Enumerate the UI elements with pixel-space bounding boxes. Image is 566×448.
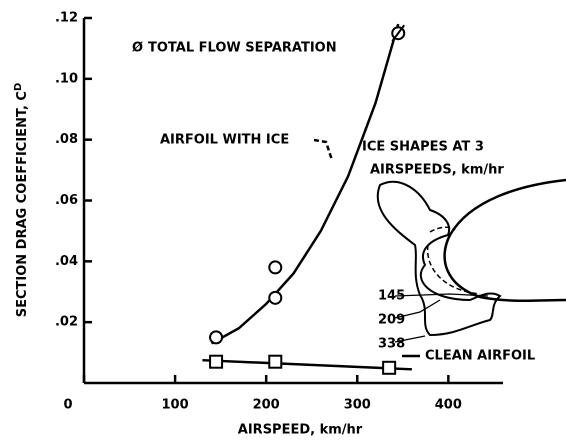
data-point	[268, 260, 283, 275]
annotation: 145	[378, 289, 405, 304]
y-tick-label: .08	[55, 132, 78, 147]
y-tick-label: .06	[55, 193, 78, 208]
ice-shapes-drawing	[376, 178, 566, 343]
annotation: AIRFOIL WITH ICE	[160, 133, 289, 148]
x-tick-label: 0	[63, 398, 72, 413]
annotation: AIRSPEEDS, km/hr	[370, 163, 504, 178]
annotation: CLEAN AIRFOIL	[425, 349, 535, 364]
x-axis-label: AIRSPEED, km/hr	[238, 423, 363, 438]
y-tick-label: .04	[55, 254, 78, 269]
leader-line	[313, 138, 334, 161]
y-tick-label: .02	[55, 315, 78, 330]
annotation: ICE SHAPES AT 3	[362, 140, 484, 155]
separation-slash	[391, 24, 406, 42]
annotation: 209	[378, 313, 405, 328]
trend-line	[210, 23, 400, 345]
legend-text: TOTAL FLOW SEPARATION	[148, 41, 337, 56]
annotation: 338	[378, 337, 405, 352]
trend-line	[202, 358, 412, 371]
x-tick-label: 100	[162, 398, 189, 413]
x-tick-label: 400	[435, 398, 462, 413]
x-tick-label: 300	[344, 398, 371, 413]
y-axis-label: SECTION DRAG COEFFICIENT, CD	[13, 83, 30, 318]
y-label-text: SECTION DRAG COEFFICIENT, C	[15, 91, 30, 317]
data-point	[382, 360, 397, 375]
data-point	[209, 330, 224, 345]
data-point	[268, 290, 283, 305]
y-tick-label: .12	[55, 11, 78, 26]
data-point	[209, 354, 224, 369]
data-point	[268, 354, 283, 369]
y-tick-label: .10	[55, 71, 78, 86]
y-label-subscript: D	[13, 83, 24, 91]
x-tick-label: 200	[253, 398, 280, 413]
legend-symbol: Ø	[132, 41, 143, 56]
